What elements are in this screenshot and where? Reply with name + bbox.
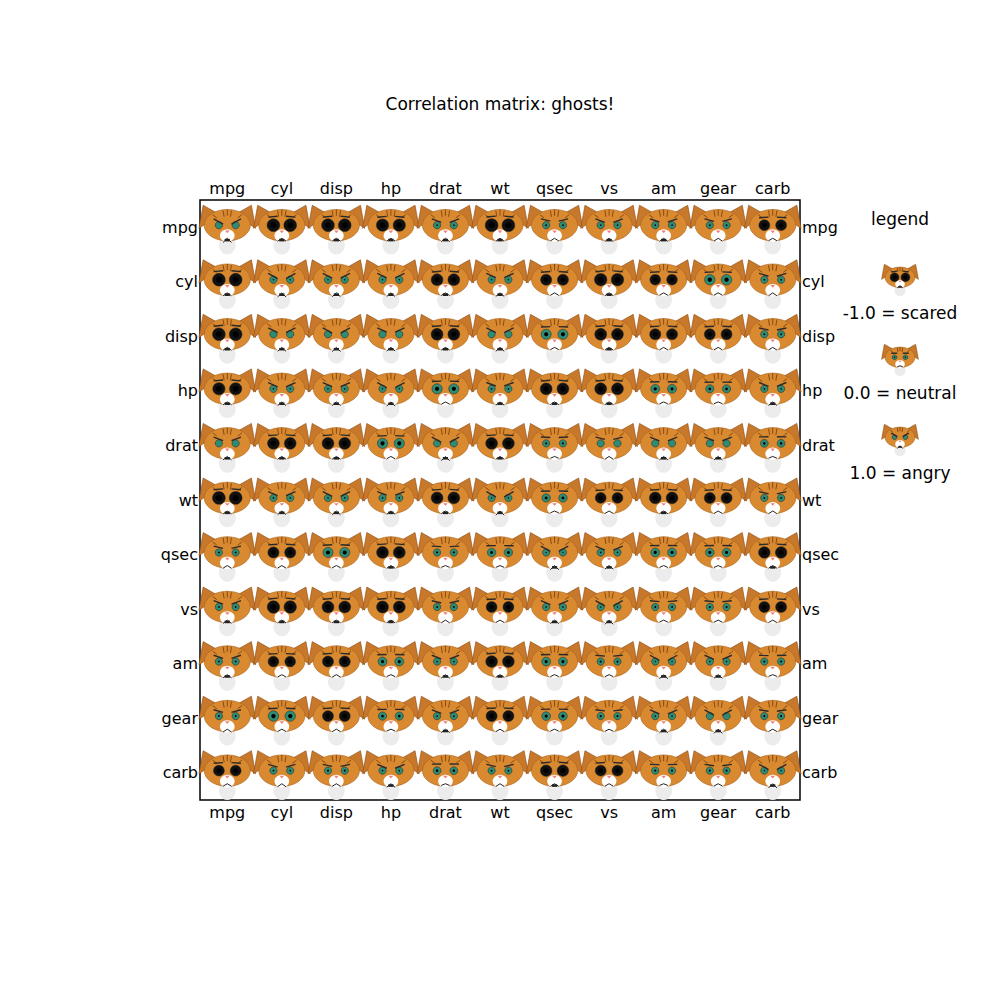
svg-text:mpg: mpg (209, 803, 245, 822)
svg-text:wt: wt (802, 491, 821, 510)
svg-text:0.0 = neutral: 0.0 = neutral (844, 383, 957, 403)
svg-text:-1.0 = scared: -1.0 = scared (843, 303, 958, 323)
svg-text:qsec: qsec (536, 803, 573, 822)
svg-text:gear: gear (162, 709, 199, 728)
svg-text:mpg: mpg (162, 218, 198, 237)
svg-text:mpg: mpg (802, 218, 838, 237)
svg-text:carb: carb (802, 763, 837, 782)
svg-text:gear: gear (802, 709, 839, 728)
svg-text:disp: disp (165, 327, 198, 346)
svg-text:am: am (802, 654, 827, 673)
svg-text:drat: drat (429, 803, 462, 822)
svg-text:wt: wt (179, 491, 198, 510)
svg-text:gear: gear (700, 803, 737, 822)
svg-text:drat: drat (165, 436, 198, 455)
svg-text:hp: hp (381, 179, 401, 198)
svg-text:am: am (651, 803, 676, 822)
svg-text:wt: wt (490, 803, 509, 822)
svg-text:disp: disp (320, 803, 353, 822)
svg-text:cyl: cyl (270, 803, 293, 822)
svg-text:carb: carb (755, 179, 790, 198)
svg-text:drat: drat (429, 179, 462, 198)
svg-text:carb: carb (163, 763, 198, 782)
svg-text:1.0 = angry: 1.0 = angry (849, 463, 950, 483)
svg-text:wt: wt (490, 179, 509, 198)
svg-text:am: am (651, 179, 676, 198)
svg-text:qsec: qsec (536, 179, 573, 198)
svg-text:hp: hp (178, 381, 198, 400)
svg-text:vs: vs (600, 803, 618, 822)
svg-text:vs: vs (180, 600, 198, 619)
svg-text:disp: disp (802, 327, 835, 346)
svg-text:hp: hp (802, 381, 822, 400)
svg-text:cyl: cyl (802, 272, 825, 291)
svg-text:drat: drat (802, 436, 835, 455)
svg-text:cyl: cyl (175, 272, 198, 291)
svg-text:carb: carb (755, 803, 790, 822)
svg-text:vs: vs (802, 600, 820, 619)
svg-text:hp: hp (381, 803, 401, 822)
svg-text:am: am (173, 654, 198, 673)
svg-text:cyl: cyl (270, 179, 293, 198)
svg-text:vs: vs (600, 179, 618, 198)
svg-text:Correlation matrix: ghosts!: Correlation matrix: ghosts! (386, 94, 615, 114)
svg-text:qsec: qsec (161, 545, 198, 564)
svg-text:qsec: qsec (802, 545, 839, 564)
svg-text:gear: gear (700, 179, 737, 198)
svg-text:mpg: mpg (209, 179, 245, 198)
svg-text:disp: disp (320, 179, 353, 198)
svg-text:legend: legend (871, 209, 929, 229)
